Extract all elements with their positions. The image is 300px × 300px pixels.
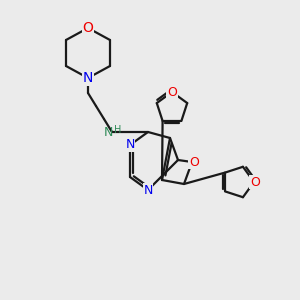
Text: O: O — [82, 21, 93, 35]
Text: N: N — [103, 125, 113, 139]
Text: O: O — [189, 155, 199, 169]
Text: N: N — [83, 71, 93, 85]
Text: N: N — [125, 139, 135, 152]
Text: H: H — [114, 125, 122, 135]
Text: O: O — [250, 176, 260, 188]
Text: N: N — [143, 184, 153, 196]
Text: O: O — [167, 85, 177, 98]
